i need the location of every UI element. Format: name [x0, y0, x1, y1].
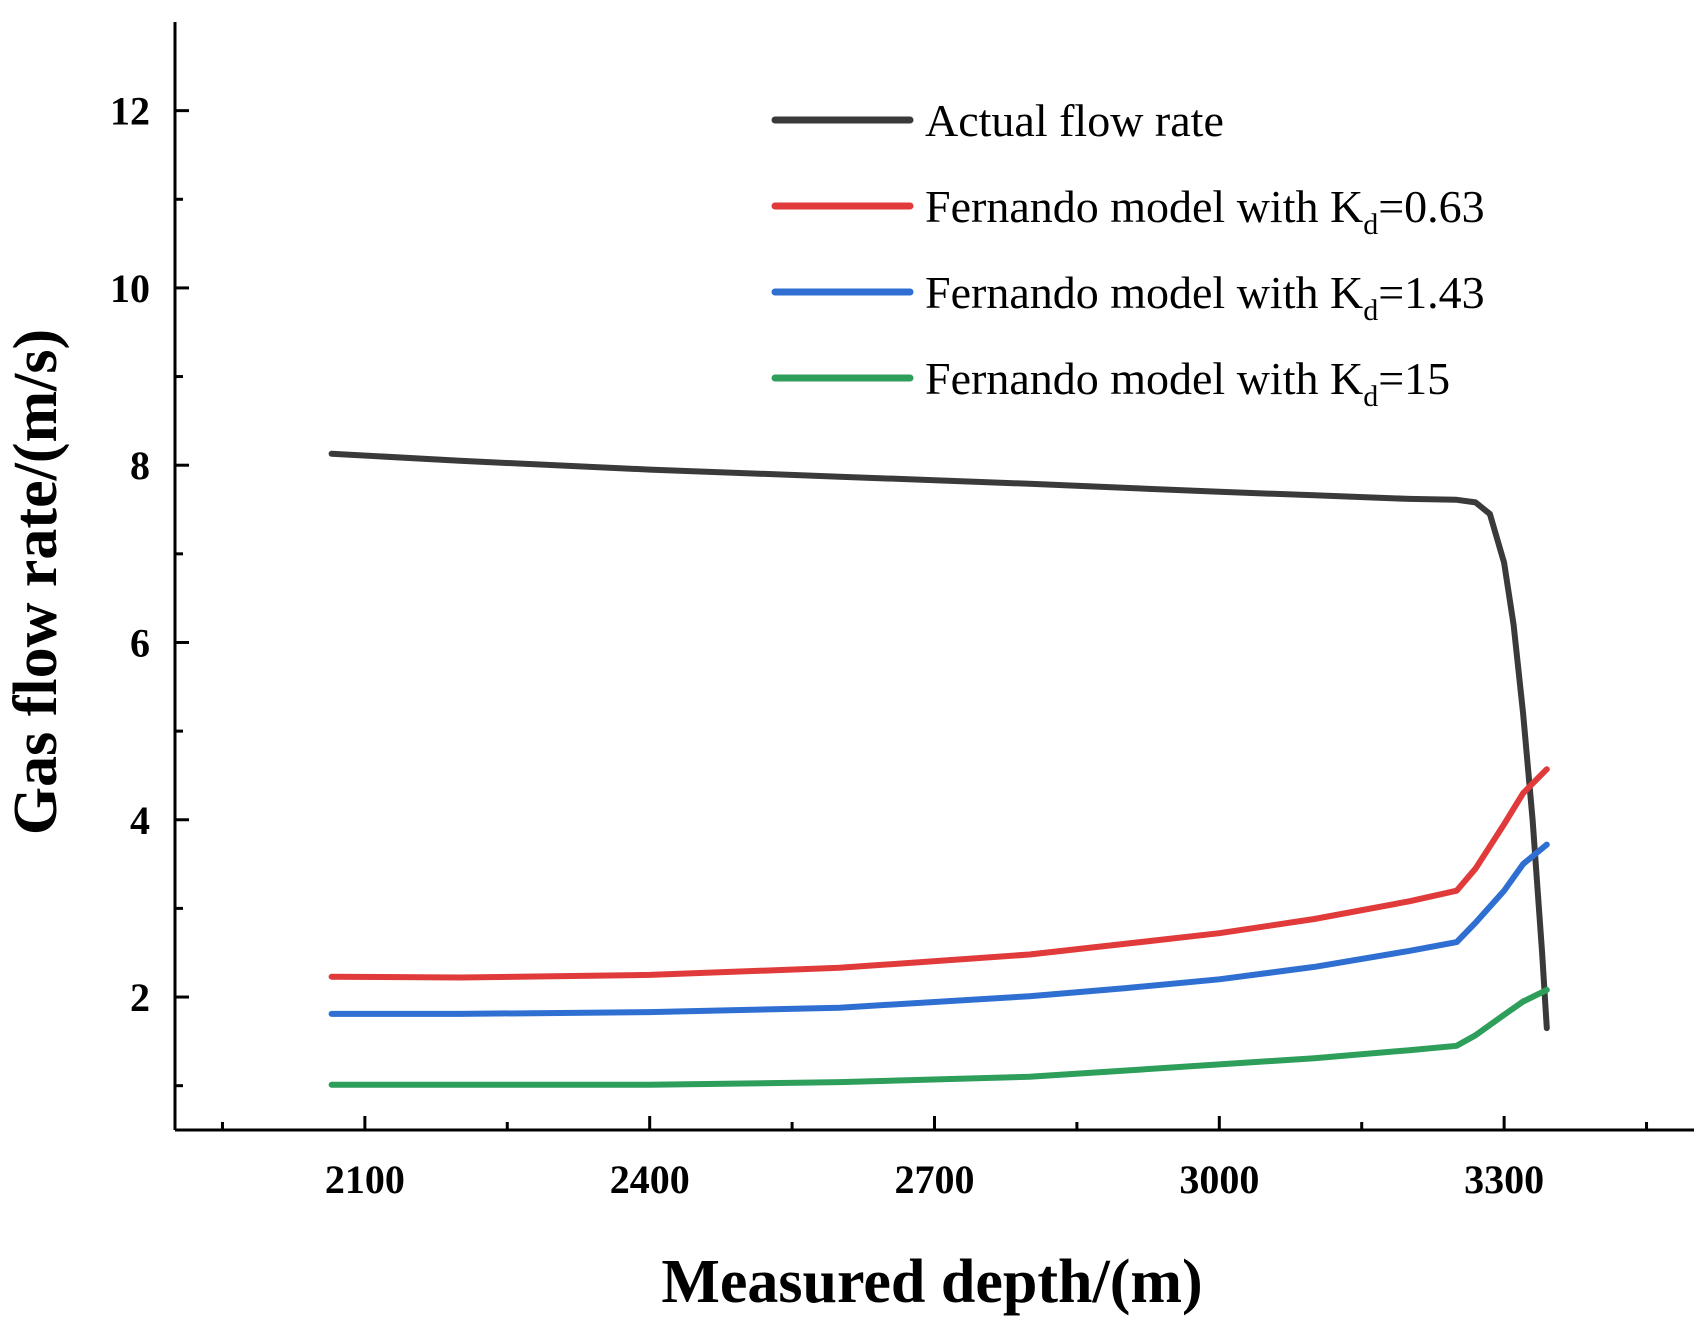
- legend-label-1: Fernando model with Kd=0.63: [925, 181, 1485, 241]
- x-tick-label-1: 2400: [610, 1157, 690, 1202]
- axes-layer: 2100 2400 2700 3000 3300 2 4 6 8 10 12: [110, 22, 1694, 1202]
- legend-label-3: Fernando model with Kd=15: [925, 353, 1450, 413]
- y-tick-label-1: 4: [130, 798, 150, 843]
- series-line-2: [328, 841, 1550, 1017]
- legend: Actual flow rate Fernando model with Kd=0…: [771, 95, 1485, 413]
- y-tick-label-0: 2: [130, 975, 150, 1020]
- x-tick-label-4: 3300: [1464, 1157, 1544, 1202]
- y-tick-label-2: 6: [130, 620, 150, 665]
- y-tick-label-3: 8: [130, 443, 150, 488]
- y-tick-label-5: 12: [110, 89, 150, 134]
- x-tick-label-3: 3000: [1179, 1157, 1259, 1202]
- series-line-3: [328, 986, 1550, 1088]
- x-tick-label-0: 2100: [325, 1157, 405, 1202]
- series-line-0: [328, 450, 1550, 1032]
- y-axis-title: Gas flow rate/(m/s): [2, 329, 70, 835]
- x-tick-label-2: 2700: [895, 1157, 975, 1202]
- legend-label-2: Fernando model with Kd=1.43: [925, 267, 1485, 327]
- x-axis-title: Measured depth/(m): [661, 1248, 1202, 1316]
- legend-label-0: Actual flow rate: [925, 95, 1224, 146]
- series-layer: [328, 450, 1550, 1088]
- series-line-1: [328, 766, 1550, 981]
- y-tick-label-4: 10: [110, 266, 150, 311]
